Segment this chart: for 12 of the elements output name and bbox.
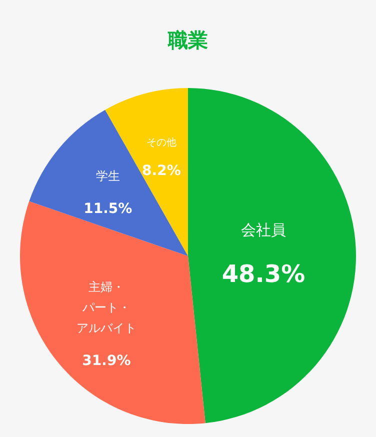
data-label: 48.3% [222, 260, 306, 288]
chart-title: 職業 [167, 28, 208, 52]
pie-slice [188, 88, 356, 424]
pie-slice [20, 201, 206, 424]
data-label: 31.9% [82, 352, 131, 369]
slice-label: 会社員 [241, 221, 286, 240]
data-label: 8.2% [142, 163, 181, 180]
pie-slice [29, 110, 188, 256]
data-label: 11.5% [84, 201, 132, 218]
slice-label: 学生 [96, 169, 120, 184]
slice-label: 主婦・パート・アルバイト [76, 280, 136, 335]
slice-label: その他 [146, 136, 176, 149]
